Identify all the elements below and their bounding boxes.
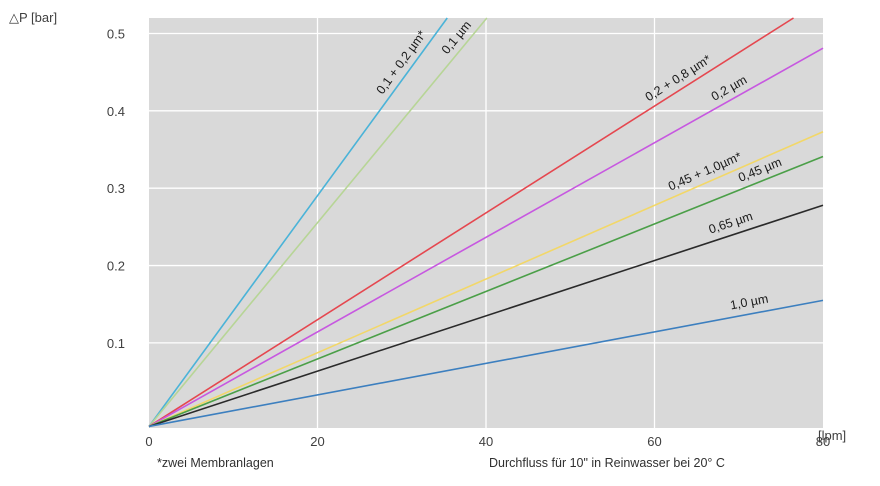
footnote: *zwei Membranlagen <box>157 456 274 470</box>
x-tick-label: 80 <box>816 434 830 449</box>
series-line <box>148 17 794 428</box>
series-line <box>148 299 824 428</box>
x-tick-label: 60 <box>647 434 661 449</box>
x-tick-label: 20 <box>310 434 324 449</box>
y-axis-title: △P [bar] <box>9 10 57 25</box>
y-tick-label: 0.2 <box>107 259 125 274</box>
series-line <box>148 17 448 427</box>
y-tick-label: 0.5 <box>107 26 125 41</box>
series-label: 1,0 µm <box>729 292 769 313</box>
x-tick-label: 0 <box>145 434 152 449</box>
series-line <box>148 17 488 427</box>
series-line <box>148 204 824 428</box>
x-tick-label: 40 <box>479 434 493 449</box>
x-axis-title: Durchfluss für 10" in Reinwasser bei 20°… <box>489 456 725 470</box>
tick-labels: 0 20 40 60 80 0.1 0.2 0.3 0.4 0.5 <box>107 26 830 449</box>
x-axis-unit: [lpm] <box>818 428 846 443</box>
series-line <box>148 130 824 428</box>
series-line <box>148 155 824 428</box>
y-tick-label: 0.4 <box>107 104 125 119</box>
y-tick-label: 0.1 <box>107 336 125 351</box>
y-tick-label: 0.3 <box>107 181 125 196</box>
series-line <box>148 47 824 428</box>
series-lines <box>148 17 824 428</box>
